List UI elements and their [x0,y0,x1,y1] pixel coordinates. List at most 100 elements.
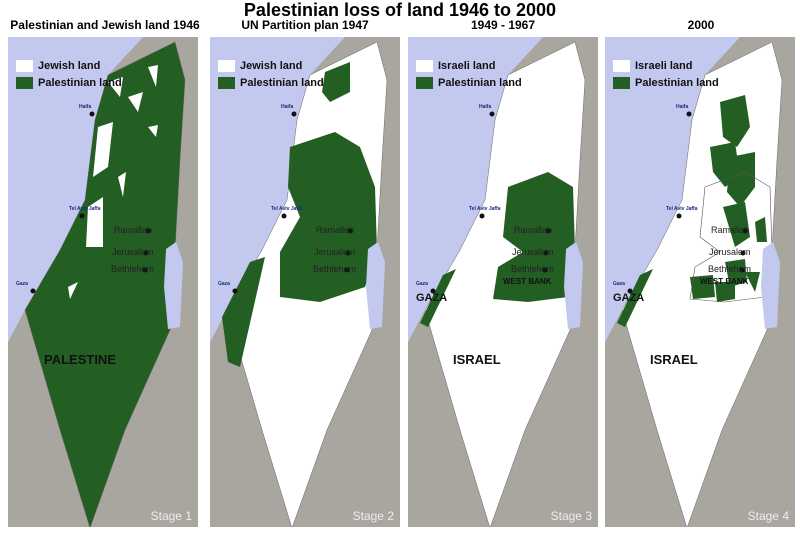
city-marker [344,267,350,273]
city-marker [89,111,95,117]
city-marker [232,288,238,294]
area-label: WEST BANK [700,277,749,286]
city-label: Bethlehem [511,264,555,274]
legend: Jewish land Palestinian land [218,57,324,91]
swatch-green [16,76,33,89]
palestinian-land-area [725,259,747,287]
city-label: Haifa [676,104,689,110]
city-label: Ramallah [114,225,153,235]
city-marker [543,250,549,256]
palestinian-land-area [690,275,715,299]
city-marker [345,250,351,256]
palestinian-land-area [720,95,750,147]
sea [605,37,740,342]
city-label: Tel Aviv Jaffa [666,206,698,212]
legend-label: Palestinian land [240,76,324,89]
region-label: PALESTINE [44,352,116,367]
city-marker [347,228,353,234]
palestinian-land-area [420,269,456,327]
area-label: WEST BANK [503,277,552,286]
palestinian-land-area [723,202,750,247]
city-label: Tel Aviv Jaffa [69,206,101,212]
city-label: Ramallah [514,225,553,235]
city-marker [627,288,633,294]
swatch-white [613,59,630,72]
swatch-green [416,76,433,89]
city-marker [545,228,551,234]
city-marker [542,267,548,273]
city-label: Jerusalem [112,247,154,257]
area-label: GAZA [416,292,448,304]
city-marker [430,288,436,294]
sea [210,37,345,342]
city-marker [142,267,148,273]
city-marker [740,250,746,256]
legend-item: Israeli land [613,57,719,74]
dead-sea [164,242,183,329]
jewish-land-area [108,77,123,97]
legend-label: Palestinian land [438,76,522,89]
legend: Jewish land Palestinian land [16,57,122,91]
city-label: Ramallah [711,225,750,235]
city-label: Bethlehem [111,264,155,274]
city-label: Gaza [16,281,28,287]
stage-label: Stage 1 [150,509,192,523]
sea [8,37,143,342]
city-label: Gaza [613,281,625,287]
palestinian-land-area [745,272,760,292]
map [8,37,186,527]
legend-label: Palestinian land [635,76,719,89]
jewish-land-area [93,122,113,177]
stage-label: Stage 3 [550,509,592,523]
city-label: Tel Aviv Jaffa [271,206,303,212]
city-marker [676,213,682,219]
legend-item: Israeli land [416,57,522,74]
country-outline [24,41,186,527]
dead-sea [366,242,385,329]
legend-item: Palestinian land [218,74,324,91]
city-label: Haifa [281,104,294,110]
region-label: ISRAEL [650,352,698,367]
map [605,37,783,527]
jewish-land-area [86,197,103,247]
city-label: Bethlehem [708,264,752,274]
swatch-green [218,76,235,89]
city-label: Ramallah [316,225,355,235]
panel-heading: Palestinian and Jewish land 1946 [10,18,200,32]
city-label: Tel Aviv Jaffa [469,206,501,212]
legend-label: Israeli land [635,59,693,72]
legend-item: Palestinian land [16,74,122,91]
city-label: Gaza [218,281,230,287]
city-marker [30,288,36,294]
map-panel-stage-1: Jewish land Palestinian land Haifa Tel Avi… [8,37,198,527]
panel-heading: 2000 [687,18,715,32]
city-marker [686,111,692,117]
stage-label: Stage 4 [747,509,789,523]
palestinian-land-area [617,269,653,327]
city-label: Bethlehem [313,264,357,274]
city-marker [143,250,149,256]
palestinian-land-area [755,217,767,242]
city-label: Jerusalem [314,247,356,257]
map [408,37,586,527]
palestinian-land-area [322,62,350,102]
swatch-white [218,59,235,72]
city-label: Gaza [416,281,428,287]
map-panel-stage-3: Israeli land Palestinian land Haifa Tel Av… [408,37,598,527]
legend-label: Palestinian land [38,76,122,89]
legend-label: Jewish land [38,59,101,72]
legend: Israeli land Palestinian land [613,57,719,91]
city-marker [739,267,745,273]
map-title: Palestinian loss of land 1946 to 2000 [243,0,557,20]
region-label: ISRAEL [453,352,501,367]
legend-item: Palestinian land [416,74,522,91]
city-marker [79,213,85,219]
legend-item: Jewish land [16,57,122,74]
sea [408,37,543,342]
city-marker [281,213,287,219]
legend: Israeli land Palestinian land [416,57,522,91]
city-marker [742,228,748,234]
map-panel-stage-2: Jewish land Palestinian land Haifa Tel Avi… [210,37,400,527]
area-label: GAZA [613,292,645,304]
palestinian-land-area [727,152,755,207]
